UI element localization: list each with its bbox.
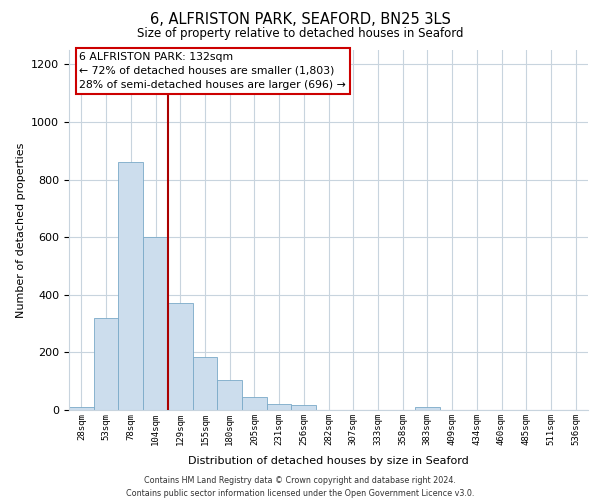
Bar: [69, 407, 94, 410]
Bar: [94, 318, 118, 410]
Y-axis label: Number of detached properties: Number of detached properties: [16, 142, 26, 318]
Bar: [143, 237, 168, 410]
Text: 6, ALFRISTON PARK, SEAFORD, BN25 3LS: 6, ALFRISTON PARK, SEAFORD, BN25 3LS: [149, 12, 451, 28]
Bar: [242, 397, 267, 410]
Text: 6 ALFRISTON PARK: 132sqm
← 72% of detached houses are smaller (1,803)
28% of sem: 6 ALFRISTON PARK: 132sqm ← 72% of detach…: [79, 52, 346, 90]
Bar: [267, 404, 292, 410]
Bar: [217, 380, 242, 410]
Bar: [193, 356, 217, 410]
Bar: [168, 304, 193, 410]
Text: Contains HM Land Registry data © Crown copyright and database right 2024.
Contai: Contains HM Land Registry data © Crown c…: [126, 476, 474, 498]
X-axis label: Distribution of detached houses by size in Seaford: Distribution of detached houses by size …: [188, 456, 469, 466]
Bar: [292, 405, 316, 410]
Bar: [118, 162, 143, 410]
Text: Size of property relative to detached houses in Seaford: Size of property relative to detached ho…: [137, 28, 463, 40]
Bar: [415, 407, 440, 410]
